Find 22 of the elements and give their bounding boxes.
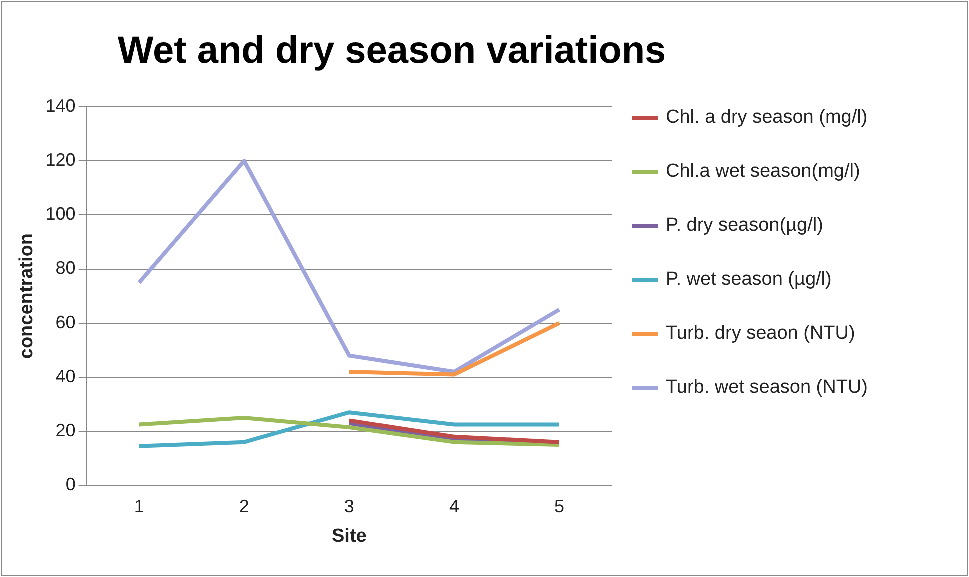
- legend-label: Chl. a dry season (mg/l): [666, 106, 869, 130]
- y-axis-title: concentration: [16, 233, 38, 360]
- x-tick-label: 3: [344, 496, 354, 516]
- legend-label: Chl.a wet season(mg/l): [666, 160, 862, 184]
- y-tick-label: 120: [46, 150, 76, 170]
- y-tick-label: 80: [56, 258, 76, 278]
- legend-label: Turb. wet season (NTU): [666, 376, 870, 400]
- y-tick-label: 40: [56, 366, 76, 386]
- legend-label: P. wet season (µg/l): [666, 268, 833, 292]
- y-tick-label: 0: [66, 474, 76, 495]
- y-tick-label: 100: [46, 204, 76, 224]
- x-tick-label: 4: [449, 496, 460, 516]
- y-tick-label: 60: [56, 312, 76, 332]
- x-tick-label: 2: [239, 496, 250, 516]
- chart-title: Wet and dry season variations: [116, 30, 668, 73]
- legend-label: P. dry season(µg/l): [666, 214, 824, 238]
- legend-label: Turb. dry seaon (NTU): [666, 322, 856, 346]
- x-tick-label: 5: [554, 496, 564, 516]
- x-tick-label: 1: [134, 496, 144, 516]
- y-tick-label: 20: [56, 420, 76, 440]
- y-tick-label: 140: [46, 96, 76, 116]
- x-axis-title: Site: [332, 526, 367, 547]
